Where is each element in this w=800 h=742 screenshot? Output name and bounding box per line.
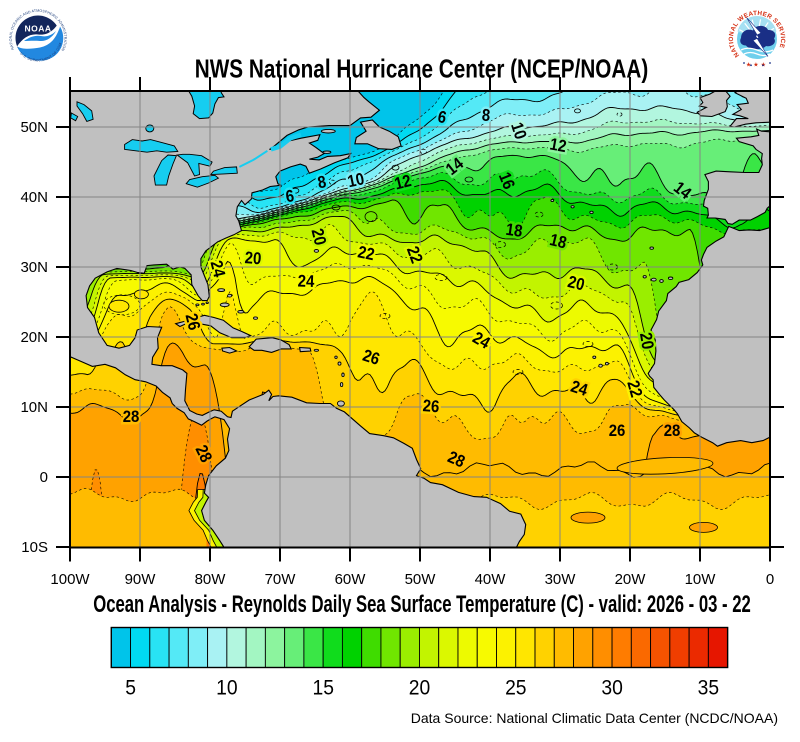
svg-text:26: 26	[609, 422, 626, 440]
svg-text:20: 20	[409, 677, 430, 700]
svg-text:15: 15	[312, 677, 333, 700]
svg-text:20: 20	[636, 331, 657, 351]
svg-text:30W: 30W	[545, 571, 577, 588]
svg-text:28: 28	[123, 408, 140, 426]
svg-text:12: 12	[548, 136, 568, 157]
svg-text:Ocean Analysis - Reynolds Dail: Ocean Analysis - Reynolds Daily Sea Surf…	[93, 591, 751, 618]
svg-text:18: 18	[505, 221, 524, 241]
svg-text:Data Source: National Climatic: Data Source: National Climatic Data Cent…	[411, 710, 778, 726]
svg-text:28: 28	[664, 422, 681, 440]
svg-text:100W: 100W	[50, 571, 90, 588]
svg-text:50W: 50W	[405, 571, 437, 588]
svg-text:90W: 90W	[125, 571, 157, 588]
svg-text:10S: 10S	[21, 539, 48, 556]
svg-text:NWS National Hurricane Center: NWS National Hurricane Center (NCEP/NOAA…	[195, 54, 648, 83]
svg-text:50N: 50N	[20, 119, 48, 136]
svg-text:25: 25	[505, 677, 526, 700]
svg-text:26: 26	[422, 397, 440, 416]
svg-text:22: 22	[623, 379, 645, 400]
svg-text:30: 30	[601, 677, 622, 700]
svg-text:20W: 20W	[615, 571, 647, 588]
svg-text:70W: 70W	[265, 571, 297, 588]
svg-text:40W: 40W	[475, 571, 507, 588]
svg-text:5: 5	[125, 677, 136, 700]
svg-text:60W: 60W	[335, 571, 367, 588]
svg-text:8: 8	[481, 107, 491, 126]
svg-text:24: 24	[297, 273, 314, 292]
svg-text:35: 35	[698, 677, 719, 700]
svg-text:20N: 20N	[20, 329, 48, 346]
svg-text:0: 0	[40, 469, 48, 486]
svg-text:10N: 10N	[20, 399, 48, 416]
svg-text:0: 0	[766, 571, 774, 588]
svg-text:★★★: ★★★	[746, 62, 768, 69]
svg-text:40N: 40N	[20, 189, 48, 206]
svg-text:20: 20	[244, 249, 262, 268]
svg-text:30N: 30N	[20, 259, 48, 276]
svg-text:10W: 10W	[685, 571, 717, 588]
svg-text:NOAA: NOAA	[24, 24, 51, 34]
svg-text:80W: 80W	[195, 571, 227, 588]
svg-text:10: 10	[216, 677, 237, 700]
